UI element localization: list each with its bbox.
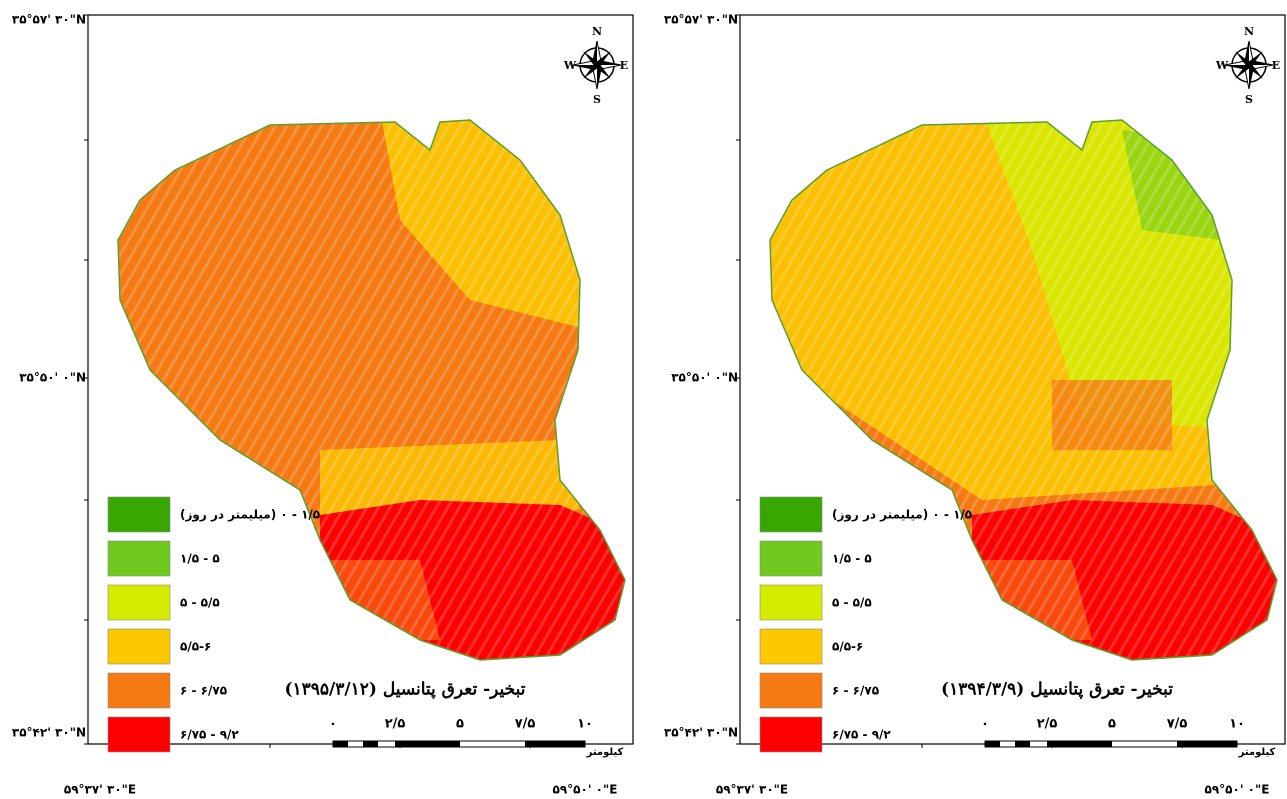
legend-label: ۵ - ۵/۵ [180,596,220,610]
legend-swatch [107,716,171,753]
lat-label: ۳۵°۵۰' ۰"N [19,371,86,385]
legend-swatch [759,628,823,665]
scale-segment [1015,741,1030,747]
scale-segment [333,741,348,747]
legend-label: ۶ - ۶/۷۵ [832,684,879,698]
scale-unit: کیلومتر [586,747,624,758]
legend-label: ۶ - ۶/۷۵ [180,684,227,698]
lon-label: ۵۹°۳۷' ۳۰"E [716,783,788,797]
legend-swatch [759,672,823,709]
scale-label: ۱۰ [577,717,593,732]
legend-swatch [107,540,171,577]
legend-label: ۵/۵-۶ [832,640,863,654]
map-panel: ۳۵°۵۷' ۳۰"N ۳۵°۵۰' ۰"N ۳۵°۴۲' ۳۰"N ۵۹°۳۷' ۳… [12,13,634,797]
scale-label: ۲/۵ [1037,717,1058,732]
compass-n: N [1244,25,1254,38]
legend-label: ۵/۵-۶ [180,640,211,654]
legend-swatch [759,584,823,621]
lat-label: ۳۵°۵۰' ۰"N [671,371,738,385]
scale-segment [1177,741,1237,747]
scale-label: ۷/۵ [515,717,536,732]
legend-label: (میلیمتر در روز) ۱/۵ - ۰ [180,508,320,523]
scale-segment [985,741,1000,747]
lon-label: ۵۹°۵۰' ۰"E [1205,783,1270,797]
legend-swatch [759,496,823,533]
compass-e: E [1272,59,1280,72]
map-texture [118,120,625,660]
map-panel: ۳۵°۵۷' ۳۰"N ۳۵°۵۰' ۰"N ۳۵°۴۲' ۳۰"N ۵۹°۳۷' ۳… [664,13,1286,797]
legend-swatch [759,540,823,577]
compass-w: W [563,59,577,72]
compass-w: W [1215,59,1229,72]
scale-label: ۰ [329,717,337,732]
scale-label: ۷/۵ [1167,717,1188,732]
lat-label: ۳۵°۴۲' ۳۰"N [664,726,738,740]
legend-swatch [107,496,171,533]
map-title: تبخیر- تعرق پتانسیل (۱۳۹۴/۳/۹) [941,680,1173,700]
compass-s: S [1245,93,1253,106]
lat-label: ۳۵°۵۷' ۳۰"N [12,13,86,27]
scale-unit: کیلومتر [1238,747,1276,758]
scale-segment [363,741,378,747]
map-title: تبخیر- تعرق پتانسیل (۱۳۹۵/۳/۱۲) [284,680,525,700]
scale-segment [1047,741,1112,747]
legend-label: ۶/۷۵ - ۹/۲ [180,728,239,742]
legend-label: ۵ - ۵/۵ [832,596,872,610]
north-arrow: N S W E [563,25,628,106]
compass-n: N [592,25,602,38]
compass-star [1235,51,1263,79]
lon-label: ۵۹°۳۷' ۳۰"E [64,783,136,797]
compass-star [583,51,611,79]
legend-label: (میلیمتر در روز) ۱/۵ - ۰ [832,508,972,523]
lat-label: ۳۵°۴۲' ۳۰"N [12,726,86,740]
scale-label: ۵ [1108,717,1116,732]
map-texture [770,120,1277,660]
scale-label: ۱۰ [1229,717,1245,732]
lon-label: ۵۹°۵۰' ۰"E [553,783,618,797]
compass-e: E [620,59,628,72]
legend-swatch [759,716,823,753]
north-arrow: N S W E [1215,25,1280,106]
legend-swatch [107,628,171,665]
scale-label: ۵ [456,717,464,732]
legend-label: ۱/۵ - ۵ [832,552,872,566]
scale-segment [395,741,460,747]
lat-label: ۳۵°۵۷' ۳۰"N [664,13,738,27]
scale-segment [525,741,585,747]
legend-label: ۶/۷۵ - ۹/۲ [832,728,891,742]
legend-swatch [107,672,171,709]
scale-label: ۰ [981,717,989,732]
map-area [770,120,1277,660]
legend-label: ۱/۵ - ۵ [180,552,220,566]
compass-s: S [593,93,601,106]
legend-swatch [107,584,171,621]
map-outline [117,119,626,661]
map-outline [769,119,1278,661]
scale-label: ۲/۵ [385,717,406,732]
map-area [118,120,625,660]
